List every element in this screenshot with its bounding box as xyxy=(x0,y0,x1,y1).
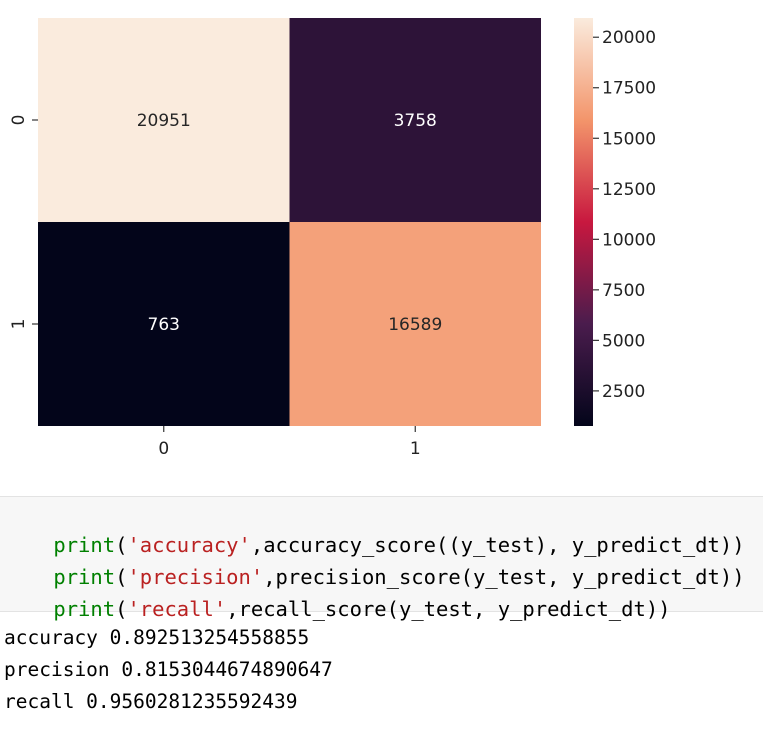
colorbar-tick-label: 5000 xyxy=(602,331,645,351)
heatmap-cell-1-1 xyxy=(289,222,541,426)
code-token: ,precision_score(y_test, y_predict_dt)) xyxy=(263,565,745,589)
heatmap-cell-0-1 xyxy=(289,18,541,222)
code-token: ,accuracy_score((y_test), y_predict_dt)) xyxy=(250,533,745,557)
code-cell[interactable]: print('accuracy',accuracy_score((y_test)… xyxy=(0,496,763,621)
code-token: ,recall_score(y_test, y_predict_dt)) xyxy=(226,597,671,621)
y-axis: 01 xyxy=(9,115,38,330)
colorbar-tick-label: 17500 xyxy=(602,79,656,99)
code-token: print xyxy=(53,597,116,621)
colorbar-tick-label: 12500 xyxy=(602,180,656,200)
code-token: 'precision' xyxy=(127,565,264,589)
output-line-accuracy: accuracy 0.892513254558855 xyxy=(4,626,310,649)
x-tick-label: 0 xyxy=(158,439,169,459)
code-line-1: print('accuracy',accuracy_score((y_test)… xyxy=(4,509,745,581)
code-token: 'recall' xyxy=(127,597,227,621)
output-line-precision: precision 0.8153044674890647 xyxy=(4,658,333,681)
heatmap-cell-label: 3758 xyxy=(394,111,437,131)
heatmap-cell-label: 16589 xyxy=(388,315,442,335)
code-token: ( xyxy=(115,597,128,621)
colorbar-tick-label: 20000 xyxy=(602,28,656,48)
heatmap-cell-label: 763 xyxy=(148,315,180,335)
heatmap-cells xyxy=(38,18,541,426)
y-tick-label: 0 xyxy=(9,115,29,126)
heatmap-cell-1-0 xyxy=(38,222,290,426)
x-tick-label: 1 xyxy=(410,439,421,459)
code-token: ( xyxy=(115,533,128,557)
code-token: print xyxy=(53,533,116,557)
y-tick-label: 1 xyxy=(9,319,29,330)
heatmap-cell-0-0 xyxy=(38,18,290,222)
colorbar-tick-label: 10000 xyxy=(602,230,656,250)
code-token: 'accuracy' xyxy=(127,533,251,557)
heatmap-annotations: 20951 3758 763 16589 xyxy=(137,111,443,335)
colorbar xyxy=(574,18,593,426)
heatmap-cell-label: 20951 xyxy=(137,111,191,131)
output-line-recall: recall 0.9560281235592439 xyxy=(4,690,298,713)
colorbar-ticks: 2500 5000 7500 10000 12500 15000 17500 20000 xyxy=(593,28,656,402)
colorbar-tick-label: 7500 xyxy=(602,281,645,301)
code-token: print xyxy=(53,565,116,589)
code-line-2: print('precision',precision_score(y_test… xyxy=(4,541,745,613)
colorbar-tick-label: 15000 xyxy=(602,129,656,149)
code-token: ( xyxy=(115,565,128,589)
code-line-3: print('recall',recall_score(y_test, y_pr… xyxy=(4,573,671,645)
colorbar-tick-label: 2500 xyxy=(602,382,645,402)
